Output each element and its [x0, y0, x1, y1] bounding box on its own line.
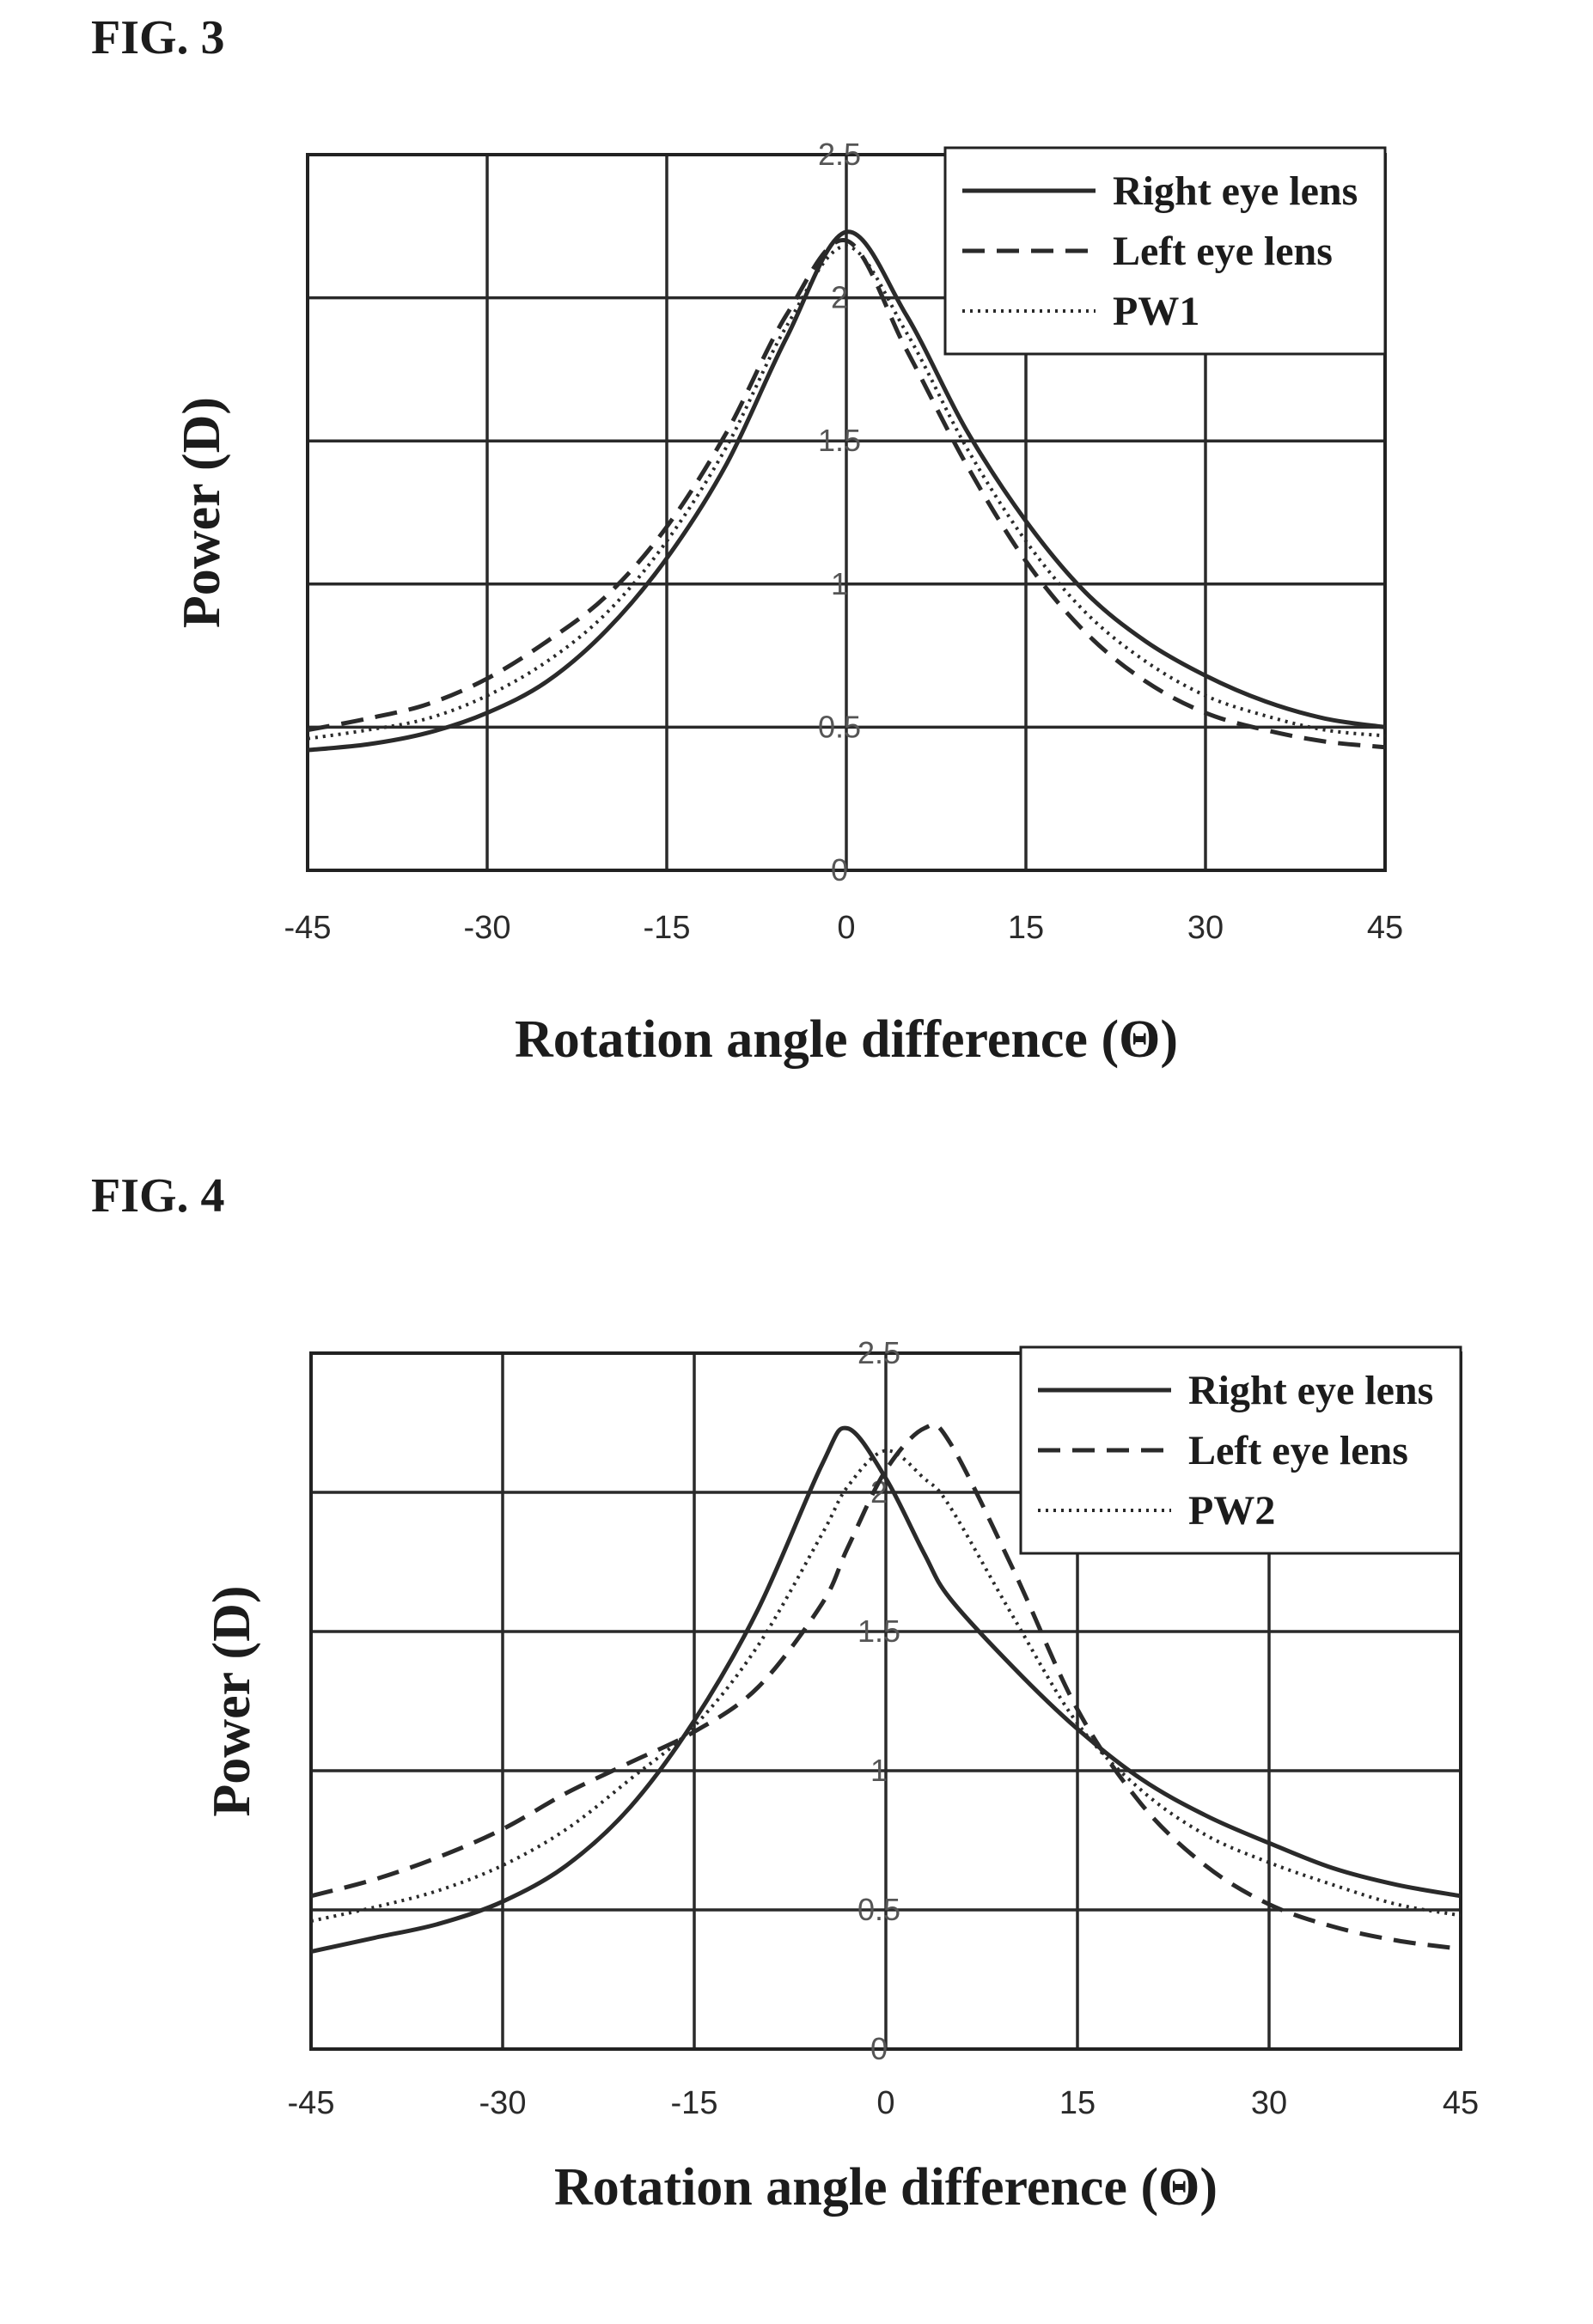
legend-label: Left eye lens: [1188, 1428, 1408, 1473]
x-tick-label: 45: [1443, 2085, 1479, 2121]
x-tick-label: -30: [479, 2085, 527, 2121]
legend: Right eye lens Left eye lens PW1: [945, 148, 1385, 354]
x-tick-label: 15: [1059, 2085, 1096, 2121]
y-tick-label: 0.5: [818, 709, 861, 744]
x-tick-label: 45: [1367, 910, 1403, 946]
x-tick-label: -15: [644, 910, 691, 946]
x-tick-label: -30: [464, 910, 511, 946]
y-tick-label: 2.5: [858, 1335, 900, 1370]
legend-label: PW1: [1113, 289, 1199, 334]
x-tick-label: -45: [288, 2085, 335, 2121]
y-tick-label: 1: [870, 1753, 888, 1788]
y-tick-label: 0.5: [858, 1892, 900, 1927]
legend-label: Left eye lens: [1113, 229, 1333, 274]
x-axis-title: Rotation angle difference (Θ): [515, 1010, 1178, 1069]
x-tick-label: 30: [1187, 910, 1224, 946]
legend-label: Right eye lens: [1188, 1368, 1433, 1413]
x-tick-label: 30: [1251, 2085, 1287, 2121]
legend-label: Right eye lens: [1113, 168, 1358, 214]
y-tick-label: 2.5: [818, 137, 861, 172]
legend: Right eye lens Left eye lens PW2: [1021, 1347, 1461, 1553]
x-tick-label: 0: [837, 910, 855, 946]
y-axis-title: Power (D): [203, 1585, 261, 1816]
y-tick-label: 1.5: [818, 423, 861, 458]
x-tick-label: 0: [876, 2085, 894, 2121]
y-axis-title: Power (D): [173, 397, 231, 628]
x-tick-label: -45: [284, 910, 332, 946]
x-tick-label: 15: [1008, 910, 1044, 946]
figure-4-chart: 00.511.522.5-45-30-150153045Rotation ang…: [0, 1160, 1593, 2311]
figure-3-chart: 0 0.5 1 1.5 2 2.5 -45 -30 -15 0 15 30 45 Rotation ang…: [0, 0, 1593, 1117]
y-tick-label: 1.5: [858, 1613, 900, 1649]
y-tick-label: 2: [831, 280, 848, 315]
x-axis-title: Rotation angle difference (Θ): [554, 2158, 1218, 2217]
x-tick-label: -15: [671, 2085, 718, 2121]
legend-label: PW2: [1188, 1488, 1275, 1534]
y-tick-label: 1: [831, 566, 848, 601]
y-tick-label: 0: [831, 852, 848, 888]
y-tick-label: 0: [870, 2031, 888, 2066]
